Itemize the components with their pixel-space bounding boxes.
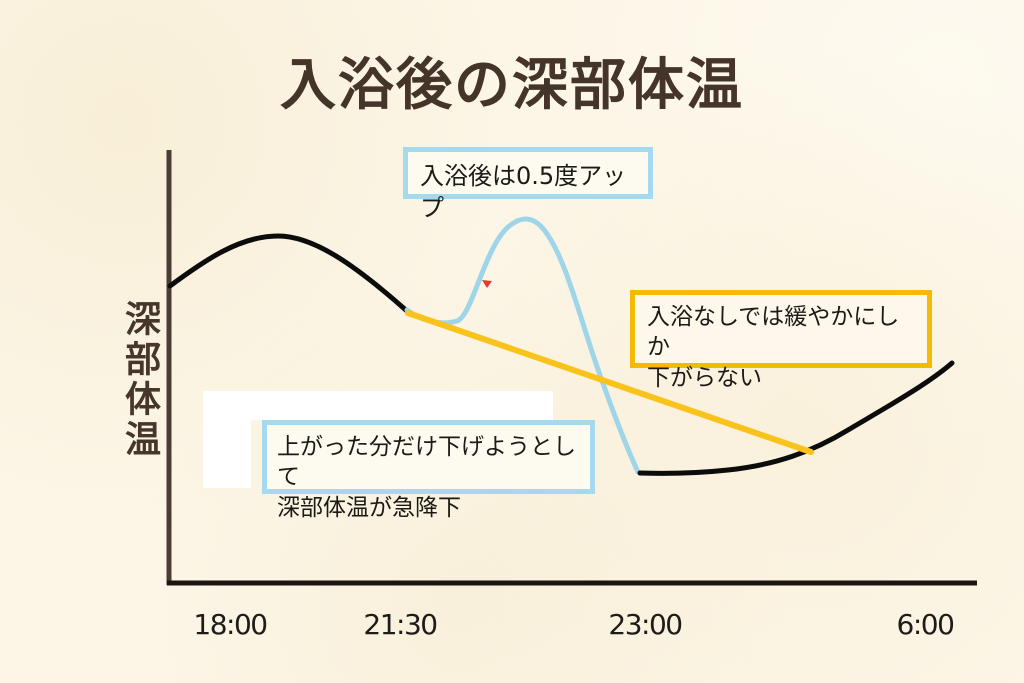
x-tick-2130: 21:30 [363,608,438,641]
curve-pre-bath [167,233,411,315]
red-cursor-icon [482,280,492,288]
x-tick-1800: 18:00 [193,608,268,641]
annotation-no-bath: 入浴なしでは緩やかにしか 下がらない [630,290,932,391]
white-patch [203,391,553,420]
curve-no-bath [405,310,814,455]
curve-sleep-morning [637,360,955,476]
annotation-rapid-drop: 上がった分だけ下げようとして 深部体温が急降下 [262,420,595,521]
x-tick-0600: 6:00 [896,608,955,641]
annotation-bath-up: 入浴後は0.5度アップ [403,147,653,222]
y-axis-label: 深部体温 [119,300,160,460]
white-patch [203,391,251,488]
x-tick-2300: 23:00 [608,608,683,641]
page-title: 入浴後の深部体温 [280,53,744,118]
